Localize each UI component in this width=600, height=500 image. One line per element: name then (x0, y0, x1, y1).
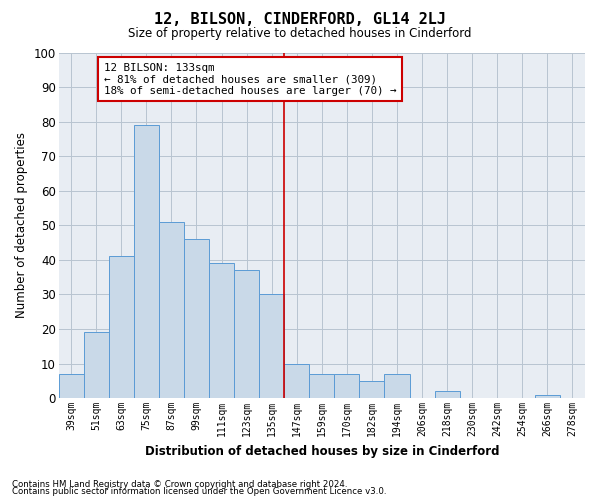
X-axis label: Distribution of detached houses by size in Cinderford: Distribution of detached houses by size … (145, 444, 499, 458)
Bar (209, 264, 234, 398)
Text: Size of property relative to detached houses in Cinderford: Size of property relative to detached ho… (128, 28, 472, 40)
Bar (234, 270, 259, 398)
Bar (309, 374, 334, 398)
Bar (259, 294, 284, 398)
Y-axis label: Number of detached properties: Number of detached properties (15, 132, 28, 318)
Text: Contains HM Land Registry data © Crown copyright and database right 2024.: Contains HM Land Registry data © Crown c… (12, 480, 347, 489)
Bar (59, 374, 83, 398)
Bar (184, 239, 209, 398)
Bar (109, 256, 134, 398)
Bar (535, 394, 560, 398)
Bar (434, 391, 460, 398)
Bar (334, 374, 359, 398)
Bar (359, 381, 385, 398)
Text: 12, BILSON, CINDERFORD, GL14 2LJ: 12, BILSON, CINDERFORD, GL14 2LJ (154, 12, 446, 28)
Text: Contains public sector information licensed under the Open Government Licence v3: Contains public sector information licen… (12, 488, 386, 496)
Bar (134, 125, 159, 398)
Text: 12 BILSON: 133sqm
← 81% of detached houses are smaller (309)
18% of semi-detache: 12 BILSON: 133sqm ← 81% of detached hous… (104, 63, 396, 96)
Bar (284, 364, 309, 398)
Bar (159, 222, 184, 398)
Bar (385, 374, 410, 398)
Bar (83, 332, 109, 398)
